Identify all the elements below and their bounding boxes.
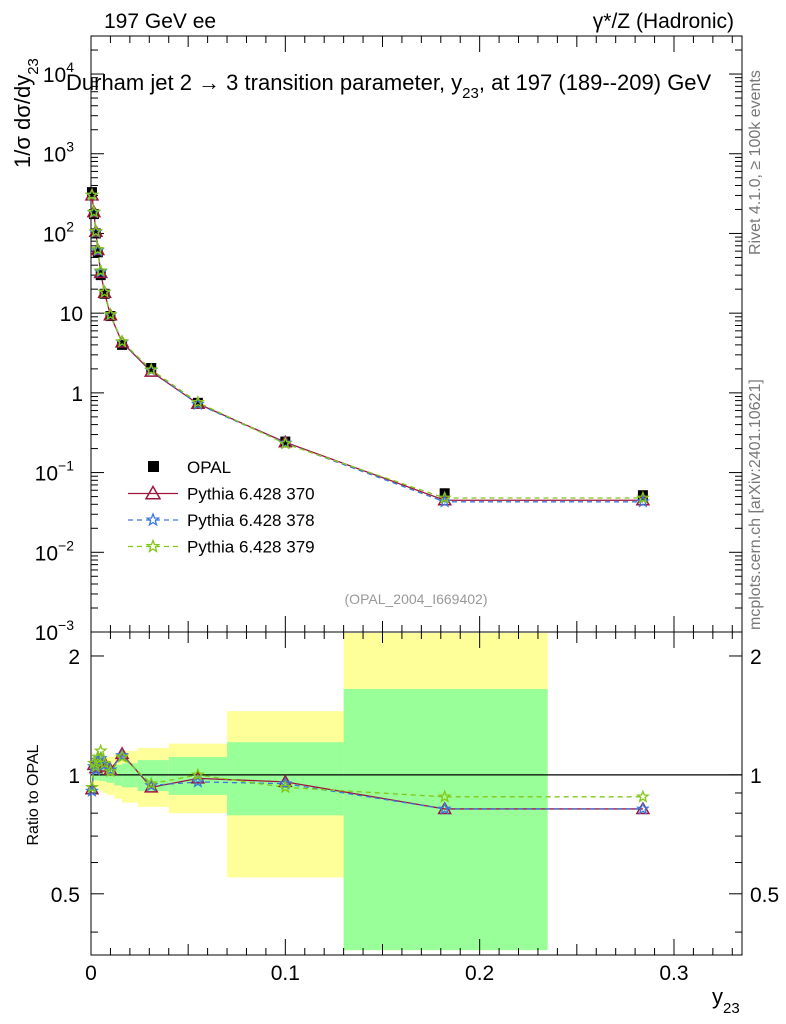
mc-ratio-marker xyxy=(84,783,99,797)
x-tick-label: 0 xyxy=(85,962,97,985)
green-band xyxy=(343,688,548,951)
legend-label: OPAL xyxy=(187,458,231,477)
mc-marker xyxy=(437,490,452,504)
ratio-y-label: Ratio to OPAL xyxy=(25,744,42,845)
mc-ratio-marker xyxy=(115,748,130,762)
x-axis: 0 0.1 0.2 0.3 xyxy=(85,36,733,985)
x-axis-label: y23 xyxy=(712,984,740,1017)
series-line xyxy=(91,195,643,501)
main-y-tick-label: 10 xyxy=(60,303,83,326)
mcplots-label: mcplots.cern.ch [arXiv:2401.10621] xyxy=(747,379,764,630)
mc-marker xyxy=(635,490,650,504)
series-line xyxy=(91,195,643,503)
opal-point xyxy=(192,397,203,408)
mc-ratio-marker xyxy=(103,762,118,776)
mc-ratio-marker xyxy=(278,776,293,790)
mc-marker xyxy=(84,187,99,201)
header-left: 197 GeV ee xyxy=(104,10,216,33)
legend: OPAL Pythia 6.428 370 Pythia 6.428 378 Pyth… xyxy=(128,458,315,557)
main-y-tick-label: 1 xyxy=(71,383,83,406)
mc-marker xyxy=(97,284,112,298)
mc-marker xyxy=(190,395,205,409)
mc-marker xyxy=(90,242,105,256)
opal-point xyxy=(86,187,97,198)
legend-marker xyxy=(144,484,162,500)
legend-label: Pythia 6.428 379 xyxy=(187,538,315,557)
mc-ratio-marker xyxy=(437,801,452,815)
rivet-label: Rivet 4.1.0, ≥ 100k events xyxy=(747,70,764,255)
header-right: γ*/Z (Hadronic) xyxy=(593,10,734,33)
main-y-tick-label: 10−1 xyxy=(35,458,75,486)
mc-marker xyxy=(88,224,103,238)
mc-ratio-marker xyxy=(437,789,452,803)
main-y-tick-label: 104 xyxy=(43,59,74,87)
mc-marker xyxy=(278,436,293,450)
mc-ratio-marker xyxy=(635,789,650,803)
analysis-tag: (OPAL_2004_I669402) xyxy=(345,591,488,607)
mc-ratio-marker xyxy=(278,779,293,794)
opal-point xyxy=(146,363,157,374)
mc-ratio-marker xyxy=(86,755,101,770)
mc-ratio-marker xyxy=(88,762,103,776)
mc-ratio-marker xyxy=(93,743,108,757)
mc-ratio-marker xyxy=(103,764,118,778)
ratio-bands xyxy=(91,633,548,951)
mc-marker xyxy=(115,334,130,348)
main-y-label: 1/σ dσ/dy23 xyxy=(10,58,42,168)
main-y-tick-label: 10−2 xyxy=(35,537,75,565)
ratio-y-tick-label-right: 1 xyxy=(750,765,762,788)
mc-marker xyxy=(278,435,293,450)
mc-ratio-marker xyxy=(97,756,112,770)
opal-point xyxy=(95,270,106,281)
opal-point xyxy=(280,436,291,447)
main-series xyxy=(84,187,651,508)
mc-ratio-marker xyxy=(90,749,105,763)
mc-ratio-marker xyxy=(84,779,99,794)
mc-ratio-marker xyxy=(88,759,103,773)
mc-ratio-marker xyxy=(437,801,452,815)
main-y-tick-label: 102 xyxy=(43,218,74,246)
mc-marker xyxy=(144,362,159,376)
mc-marker xyxy=(86,204,101,218)
ratio-series xyxy=(84,743,651,815)
mc-ratio-marker xyxy=(635,801,650,815)
legend-label: Pythia 6.428 370 xyxy=(187,485,315,504)
mc-marker xyxy=(103,307,118,321)
x-tick-label: 0.1 xyxy=(271,962,300,985)
ratio-y-tick-label-right: 0.5 xyxy=(750,884,779,907)
main-y-tick-label: 103 xyxy=(43,139,74,167)
mc-marker xyxy=(635,494,650,508)
mc-ratio-marker xyxy=(190,767,205,781)
chart-title: Durham jet 2 → 3 transition parameter, y… xyxy=(66,70,712,102)
ratio-y-tick-label: 0.5 xyxy=(51,884,80,907)
mc-marker xyxy=(437,494,452,508)
mc-ratio-marker xyxy=(115,749,130,763)
ratio-y-tick-label: 2 xyxy=(68,646,80,669)
ratio-y-tick-label-right: 2 xyxy=(750,646,762,669)
series-line xyxy=(91,194,643,499)
x-tick-label: 0.2 xyxy=(465,962,494,985)
legend-marker xyxy=(145,512,161,527)
legend-label: Pythia 6.428 378 xyxy=(187,511,315,530)
ratio-y-tick-label: 1 xyxy=(68,765,80,788)
mc-marker xyxy=(93,263,108,277)
opal-point xyxy=(105,311,116,322)
legend-marker-opal xyxy=(148,461,159,472)
main-y-tick-label: 10−3 xyxy=(35,617,75,645)
mc-ratio-marker xyxy=(144,776,159,790)
x-tick-label: 0.3 xyxy=(659,962,688,985)
legend-marker xyxy=(145,538,161,553)
